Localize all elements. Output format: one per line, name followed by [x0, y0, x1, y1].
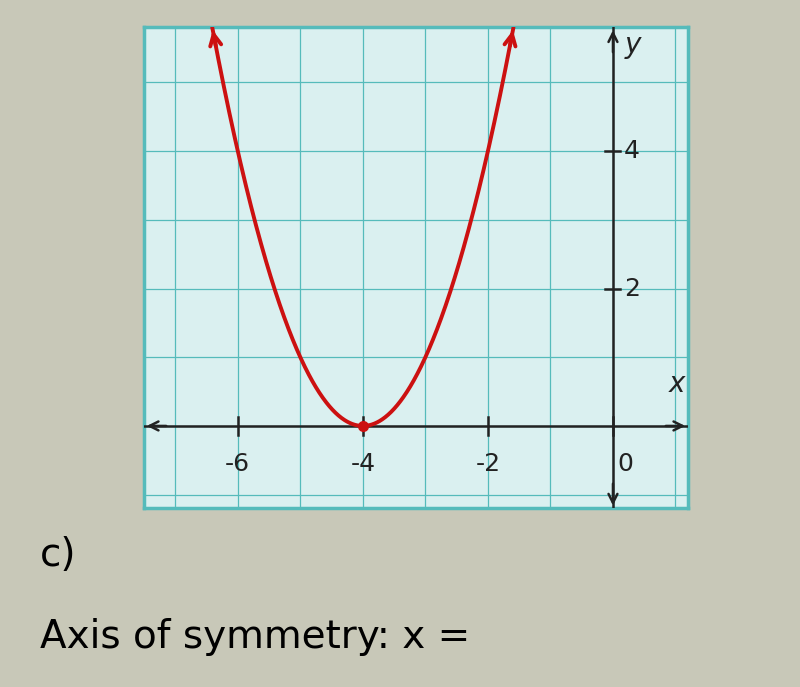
Text: -4: -4: [350, 452, 375, 476]
Text: y: y: [624, 31, 641, 59]
Text: 4: 4: [624, 139, 640, 163]
Text: 2: 2: [624, 277, 640, 300]
Text: c): c): [40, 536, 77, 574]
Text: -2: -2: [475, 452, 501, 476]
Text: -6: -6: [226, 452, 250, 476]
Text: Axis of symmetry: x =: Axis of symmetry: x =: [40, 618, 470, 656]
Text: x: x: [669, 370, 685, 398]
Text: 0: 0: [618, 452, 634, 476]
